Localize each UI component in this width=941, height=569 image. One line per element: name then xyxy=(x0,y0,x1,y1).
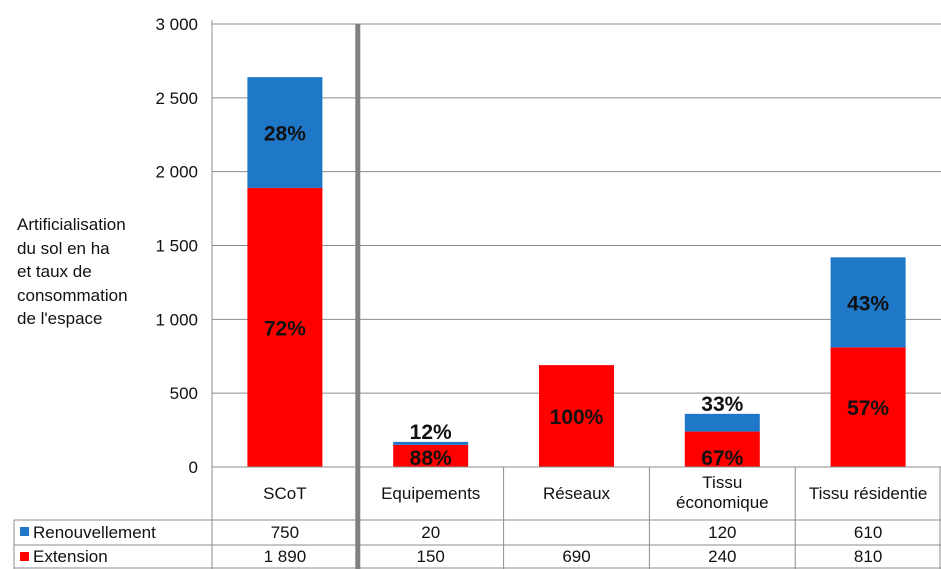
table-cell-value: 610 xyxy=(854,523,882,542)
data-label-renouvellement: 28% xyxy=(264,123,306,146)
data-label-extension: 100% xyxy=(550,406,604,429)
bar-extension xyxy=(830,347,906,467)
data-label-renouvellement: 33% xyxy=(701,393,743,416)
table-cell-value: 120 xyxy=(708,523,736,542)
y-tick-label: 0 xyxy=(189,458,198,477)
x-category-label: Equipements xyxy=(381,484,480,503)
y-tick-label: 3 000 xyxy=(155,15,198,34)
y-axis-label: Artificialisation du sol en ha et taux d… xyxy=(17,213,167,331)
bar-renouvellement xyxy=(393,441,469,445)
x-category-label: Réseaux xyxy=(543,484,611,503)
table-cell-value: 690 xyxy=(562,547,590,566)
y-tick-label: 500 xyxy=(170,384,198,403)
x-category-label: Tissu résidentie xyxy=(809,484,927,503)
bar-extension xyxy=(684,431,760,467)
table-cell-value: 810 xyxy=(854,547,882,566)
data-label-renouvellement: 43% xyxy=(847,292,889,315)
bar-extension xyxy=(539,365,614,467)
legend-swatch xyxy=(20,552,29,561)
y-axis-label-line: de l'espace xyxy=(17,309,103,328)
bar-extension xyxy=(393,444,469,467)
table-cell-value: 20 xyxy=(421,523,440,542)
data-label-extension: 67% xyxy=(701,447,743,470)
bar-renouvellement xyxy=(830,257,906,348)
x-category-label: Tissu xyxy=(702,473,742,492)
data-label-extension: 88% xyxy=(410,447,452,470)
y-tick-label: 1 000 xyxy=(155,310,198,329)
y-axis-label-line: consommation xyxy=(17,285,128,305)
data-label-extension: 72% xyxy=(264,317,306,340)
bar-renouvellement xyxy=(247,77,323,188)
table-cell-value: 240 xyxy=(708,547,736,566)
y-tick-label: 2 000 xyxy=(155,163,198,182)
x-category-label: SCoT xyxy=(263,484,306,503)
y-axis-label-line: et taux de xyxy=(17,262,92,281)
data-label-extension: 57% xyxy=(847,397,889,420)
table-cell-value: 150 xyxy=(417,547,445,566)
bar-renouvellement xyxy=(684,413,760,432)
y-tick-label: 2 500 xyxy=(155,89,198,108)
y-axis-label-line: Artificialisation xyxy=(17,215,126,234)
legend-label: Renouvellement xyxy=(33,523,156,542)
table-cell-value: 750 xyxy=(271,523,299,542)
y-axis-label-line: du sol en ha xyxy=(17,238,110,258)
legend-swatch xyxy=(20,527,29,536)
legend-label: Extension xyxy=(33,547,108,566)
bar-extension xyxy=(247,187,323,467)
y-tick-label: 1 500 xyxy=(155,237,198,256)
data-label-renouvellement: 12% xyxy=(410,421,452,444)
x-category-label: économique xyxy=(676,493,769,512)
table-cell-value: 1 890 xyxy=(264,547,307,566)
